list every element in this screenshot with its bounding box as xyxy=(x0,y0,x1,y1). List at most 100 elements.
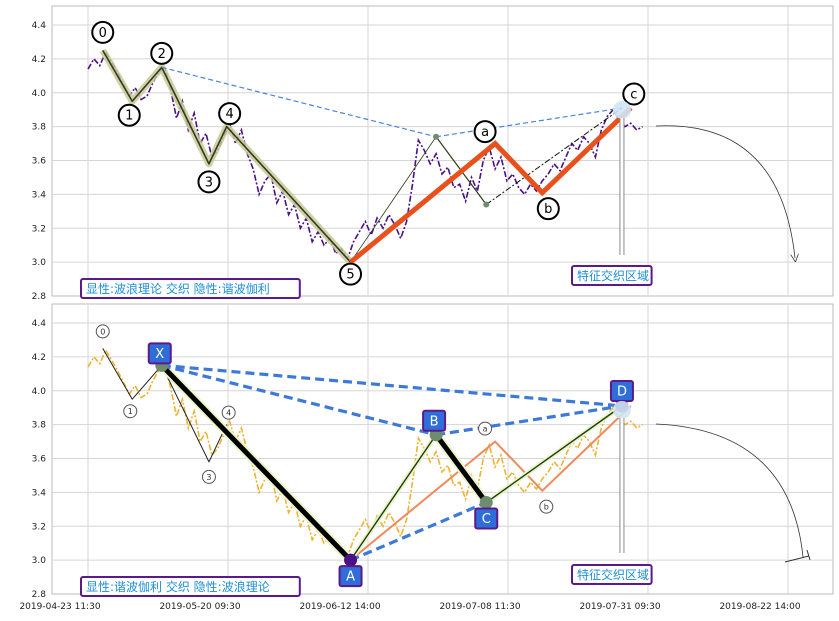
zone-glow xyxy=(612,400,631,419)
small-label-circle xyxy=(95,324,110,339)
harmonic-node-a xyxy=(344,553,358,567)
bd-dashed-line xyxy=(436,107,623,138)
abc-label-text: b xyxy=(544,202,552,217)
abc-thin-line xyxy=(349,405,632,561)
wave-label-text: 3 xyxy=(205,175,213,190)
harmonic-label-x: X xyxy=(147,342,172,365)
wave-label-circle xyxy=(117,103,141,127)
small-wave-label-4: 4 xyxy=(221,405,236,420)
y-tick-label: 3.6 xyxy=(32,157,47,167)
abc-label-a: a xyxy=(473,120,497,144)
top-annotation-text: 显性:波浪理论 交织 隐性:谐波伽利 xyxy=(86,281,270,296)
top-zone-label-text: 特征交织区域 xyxy=(577,268,649,283)
price-series-line xyxy=(87,50,643,261)
xb-dashed-line xyxy=(161,363,437,437)
small-abc-label-b: b xyxy=(539,499,554,514)
wave-label-text: 5 xyxy=(346,268,354,283)
gridlines xyxy=(52,6,833,296)
bottom-zone-label-text: 特征交织区域 xyxy=(577,567,649,582)
wave-label-4: 4 xyxy=(218,102,242,126)
harmonic-label-text: D xyxy=(617,384,627,399)
harmonic-label-c: C xyxy=(474,507,499,530)
y-tick-label: 3.8 xyxy=(32,123,47,133)
bottom-zone-label: 特征交织区域 xyxy=(571,564,653,585)
y-tick-label: 4.0 xyxy=(32,89,47,99)
projection-arrow xyxy=(655,125,795,258)
small-label-text: 4 xyxy=(226,409,231,418)
harmonic-leg-bold xyxy=(434,433,489,505)
x-tick-label: 2019-07-31 09:30 xyxy=(579,602,660,612)
bottom-annotation-text: 显性:谐波伽利 交织 隐性:波浪理论 xyxy=(86,579,270,594)
y-tick-label: 4.4 xyxy=(32,319,47,329)
harmonic-label-a: A xyxy=(338,565,363,588)
small-label-text: 0 xyxy=(100,327,105,336)
y-tick-label: 4.4 xyxy=(32,21,47,31)
cd-dashdot-line xyxy=(485,107,623,205)
harmonic-label-box xyxy=(474,507,499,530)
abc-label-circle xyxy=(473,120,497,144)
wave-label-text: 2 xyxy=(158,47,166,62)
small-label-text: a xyxy=(483,425,488,434)
small-label-text: 3 xyxy=(206,473,211,482)
harmonic-label-text: A xyxy=(346,570,355,585)
top-annotation: 显性:波浪理论 交织 隐性:谐波伽利 xyxy=(80,278,301,299)
harmonic-leg-thin xyxy=(349,434,437,561)
y-tick-label: 3.8 xyxy=(32,421,47,431)
wave-label-2: 2 xyxy=(150,41,174,65)
y-tick-label: 2.8 xyxy=(32,590,47,600)
price-series-line xyxy=(87,348,643,559)
ac-dashed-line xyxy=(349,501,487,562)
elliott-wave-line xyxy=(102,50,352,263)
x-tick-label: 2019-06-12 14:00 xyxy=(299,602,380,612)
x-tick-label: 2019-05-20 09:30 xyxy=(159,602,240,612)
wave-label-5: 5 xyxy=(339,262,363,286)
wave-label-circle xyxy=(339,262,363,286)
y-tick-label: 3.0 xyxy=(32,556,47,566)
wave-label-text: 0 xyxy=(99,26,107,41)
abc-correction-line xyxy=(348,106,633,265)
harmonic-leg-bold xyxy=(159,363,353,562)
bottom-annotation-box xyxy=(80,576,301,597)
abc-label-circle xyxy=(536,197,560,221)
bd-dashed-line xyxy=(435,404,623,437)
harmonic-label-box xyxy=(338,565,363,588)
small-abc-label-a: a xyxy=(478,421,493,436)
y-tick-label: 3.2 xyxy=(32,224,46,234)
wave-label-circle xyxy=(150,41,174,65)
xb-dashed-line xyxy=(161,66,437,138)
y-tick-label: 3.0 xyxy=(32,258,47,268)
harmonic-label-text: B xyxy=(430,414,439,429)
wave-label-circle xyxy=(218,102,242,126)
wave-label-circle xyxy=(91,20,115,44)
harmonic-label-d: D xyxy=(609,379,634,402)
harmonic-label-text: C xyxy=(482,512,491,527)
bottom-zone-label-box xyxy=(571,564,653,585)
small-wave-label-3: 3 xyxy=(201,469,216,484)
harmonic-label-box xyxy=(147,342,172,365)
x-tick-label: 2019-07-08 11:30 xyxy=(439,602,520,612)
plot-frame xyxy=(51,5,834,297)
wave-label-1: 1 xyxy=(117,103,141,127)
small-wave-label-0: 0 xyxy=(95,324,110,339)
harmonic-label-text: X xyxy=(155,347,164,362)
wave-label-0: 0 xyxy=(91,20,115,44)
wave-label-3: 3 xyxy=(197,170,221,194)
y-tick-label: 4.2 xyxy=(32,353,46,363)
projection-terminator xyxy=(784,555,810,563)
harmonic-leg-thin xyxy=(485,405,623,504)
projection-arc xyxy=(655,423,804,558)
zone-glow xyxy=(612,100,631,119)
small-label-circle xyxy=(221,405,236,420)
abc-label-c: c xyxy=(622,82,646,106)
y-tick-label: 3.2 xyxy=(32,522,46,532)
harmonic-label-b: B xyxy=(422,409,447,432)
top-zone-label-box xyxy=(571,265,653,286)
small-label-circle xyxy=(539,499,554,514)
y-tick-label: 3.6 xyxy=(32,455,47,465)
x-axis: 2019-04-23 11:30 2019-05-20 09:30 2019-06-… xyxy=(19,602,800,612)
bottom-annotation: 显性:谐波伽利 交织 隐性:波浪理论 xyxy=(80,576,301,597)
wave-label-text: 4 xyxy=(226,107,234,122)
harmonic-node xyxy=(483,201,490,208)
